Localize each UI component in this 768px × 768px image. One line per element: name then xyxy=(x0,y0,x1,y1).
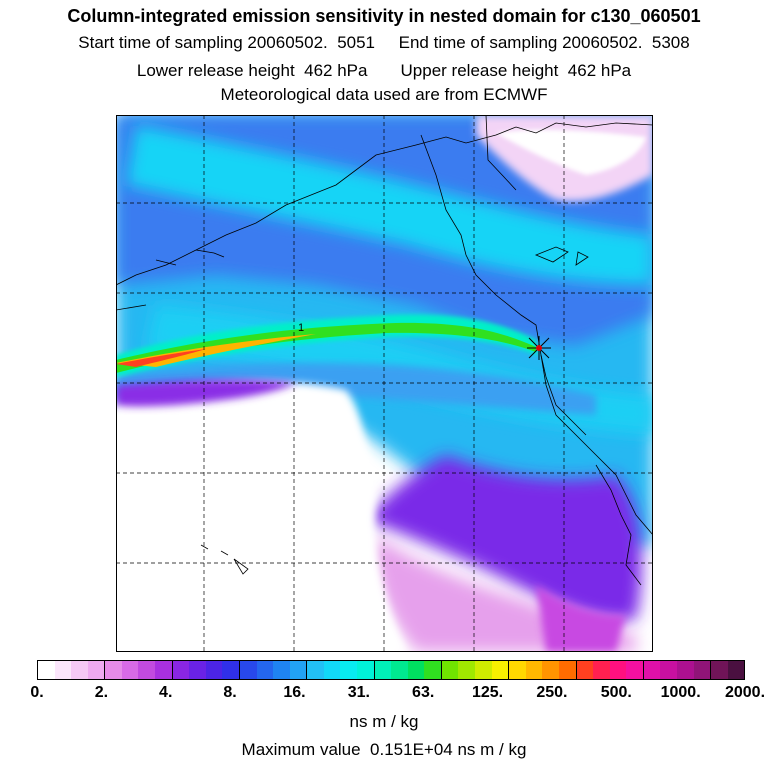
colorbar-swatch xyxy=(475,661,492,679)
colorbar-swatch xyxy=(138,661,156,679)
colorbar-tick-label: 2. xyxy=(94,684,109,701)
colorbar-swatch xyxy=(710,661,728,679)
colorbar-swatch xyxy=(222,661,239,679)
colorbar-swatch xyxy=(693,661,711,679)
colorbar-swatch xyxy=(407,661,425,679)
colorbar-swatch xyxy=(121,661,139,679)
colorbar-swatch xyxy=(508,661,526,679)
colorbar-swatch xyxy=(256,661,274,679)
colorbar-tick-label: 1000. xyxy=(660,684,701,701)
colorbar-swatch xyxy=(356,661,374,679)
maximum-value-line: Maximum value 0.151E+04 ns m / kg xyxy=(241,740,527,759)
colorbar-swatch xyxy=(593,661,610,679)
release-point-marker xyxy=(527,336,551,360)
lat-lon-grid xyxy=(116,115,653,652)
colorbar-swatch xyxy=(458,661,476,679)
sampling-time-line: Start time of sampling 20060502. 5051 En… xyxy=(78,33,690,52)
colorbar-swatch xyxy=(727,661,745,679)
colorbar-swatch xyxy=(575,661,594,679)
colorbar-swatch xyxy=(323,661,341,679)
colorbar-swatch xyxy=(273,661,290,679)
colorbar-swatch xyxy=(542,661,559,679)
colorbar-swatch xyxy=(289,661,307,679)
colorbar-swatch xyxy=(238,661,257,679)
colorbar-units: ns m / kg xyxy=(349,712,419,731)
met-data-line: Meteorological data used are from ECMWF xyxy=(220,85,548,104)
colorbar-swatch xyxy=(171,661,190,679)
colorbar-tick-label: 31. xyxy=(347,684,370,701)
colorbar-tick-labels: 0. 2. 4. 8. 16. 31. 63. 125. 250. 500. 1000. 2000. xyxy=(0,684,768,704)
colorbar-swatch xyxy=(71,661,88,679)
colorbar-swatch xyxy=(626,661,643,679)
sensitivity-map: 1 xyxy=(116,115,653,652)
colorbar-tick-label: 0. xyxy=(30,684,44,701)
map-title: Column-integrated emission sensitivity i… xyxy=(67,6,701,26)
colorbar-tick-label: 500. xyxy=(600,684,632,701)
colorbar xyxy=(37,660,745,680)
colorbar-swatch xyxy=(491,661,509,679)
colorbar-swatch xyxy=(440,661,459,679)
colorbar-swatch xyxy=(38,661,55,679)
colorbar-swatch xyxy=(660,661,677,679)
colorbar-swatch xyxy=(424,661,441,679)
colorbar-swatch xyxy=(189,661,206,679)
colorbar-swatch xyxy=(87,661,105,679)
colorbar-swatch xyxy=(340,661,357,679)
colorbar-swatch xyxy=(558,661,576,679)
colorbar-swatch xyxy=(609,661,627,679)
colorbar-swatch xyxy=(104,661,122,679)
colorbar-swatch xyxy=(525,661,543,679)
colorbar-swatch xyxy=(391,661,408,679)
colorbar-tick-label: 4. xyxy=(159,684,173,701)
colorbar-tick-label: 8. xyxy=(223,684,237,701)
colorbar-tick-label: 16. xyxy=(283,684,306,701)
contour-label: 1 xyxy=(298,322,304,334)
colorbar-tick-label: 63. xyxy=(412,684,435,701)
colorbar-tick-label: 2000. xyxy=(724,684,766,701)
colorbar-swatch xyxy=(54,661,72,679)
colorbar-swatch xyxy=(306,661,324,679)
map-frame xyxy=(116,115,653,652)
colorbar-swatch xyxy=(676,661,694,679)
colorbar-swatch xyxy=(155,661,172,679)
colorbar-swatch xyxy=(205,661,223,679)
sensitivity-field xyxy=(116,115,653,652)
colorbar-swatch xyxy=(373,661,392,679)
colorbar-tick-label: 125. xyxy=(471,684,504,701)
colorbar-swatch xyxy=(642,661,661,679)
colorbar-tick-label: 250. xyxy=(536,684,568,701)
release-height-line: Lower release height 462 hPa Upper relea… xyxy=(136,61,632,80)
